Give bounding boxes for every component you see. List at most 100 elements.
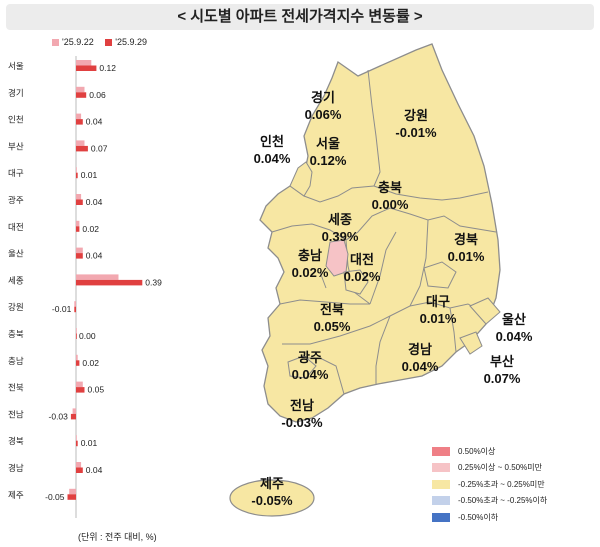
category-label: 인천 bbox=[8, 115, 24, 125]
data-label: 0.04 bbox=[86, 251, 103, 261]
map-region-value: 0.02% bbox=[292, 265, 329, 280]
bar-prev bbox=[76, 381, 83, 388]
data-label: 0.02 bbox=[82, 358, 99, 368]
category-label: 세종 bbox=[8, 275, 24, 285]
map-jeju bbox=[229, 479, 315, 517]
map-region-name: 강원 bbox=[404, 108, 428, 123]
legend-label-current: '25.9.29 bbox=[115, 37, 148, 47]
bar-current bbox=[76, 226, 80, 232]
bar-prev bbox=[76, 167, 77, 173]
map-region-value: 0.01% bbox=[420, 311, 457, 326]
bar-current bbox=[76, 119, 83, 125]
map-region-value: 0.04% bbox=[496, 329, 533, 344]
map-region-value: 0.04% bbox=[254, 151, 291, 166]
category-label: 충북 bbox=[8, 329, 24, 339]
map-region-value: 0.05% bbox=[314, 319, 351, 334]
bar-prev bbox=[76, 113, 82, 120]
category-label: 울산 bbox=[8, 249, 24, 259]
category-label: 대전 bbox=[8, 222, 24, 232]
map-legend-label: 0.25%이상 ~ 0.50%미만 bbox=[458, 463, 542, 473]
bar-prev bbox=[76, 220, 80, 227]
map-region-value: 0.06% bbox=[305, 107, 342, 122]
map-region-value: 0.04% bbox=[402, 359, 439, 374]
map-region-name: 서울 bbox=[316, 136, 340, 151]
bar-current bbox=[76, 253, 83, 259]
bar-prev bbox=[76, 354, 78, 361]
bar-current bbox=[76, 333, 77, 339]
map-region-name: 세종 bbox=[328, 212, 352, 227]
map-legend-swatch bbox=[432, 479, 450, 489]
map-region-value: -0.03% bbox=[281, 415, 323, 430]
legend-swatch-prev bbox=[52, 39, 59, 47]
map-region-value: 0.39% bbox=[322, 229, 359, 244]
page-title: < 시도별 아파트 전세가격지수 변동률 > bbox=[6, 4, 594, 30]
data-label: 0.02 bbox=[82, 224, 99, 234]
map-daegu bbox=[423, 261, 457, 289]
bar-current bbox=[67, 494, 76, 500]
korea-map: 경기 0.06% 강원 -0.01% 인천 0.04% 서울 0.12% 충북 0.00% 세종 0.… bbox=[229, 43, 533, 517]
map-daejeon bbox=[343, 269, 369, 295]
map-region-name: 전북 bbox=[320, 302, 344, 317]
map-legend-label: -0.50%초과 ~ -0.25%이하 bbox=[458, 496, 548, 506]
bar-prev bbox=[76, 435, 77, 441]
bar-prev bbox=[76, 140, 85, 146]
bar-current bbox=[76, 467, 83, 473]
map-legend-row: -0.50%초과 ~ -0.25%이하 bbox=[432, 493, 547, 510]
data-label: 0.01 bbox=[81, 170, 98, 180]
map-region-name: 경남 bbox=[408, 342, 432, 357]
legend-swatch-current bbox=[105, 39, 113, 47]
legend-item-prev: '25.9.22 bbox=[52, 37, 94, 47]
data-label: 0.12 bbox=[99, 63, 116, 73]
data-label: 0.04 bbox=[86, 197, 103, 207]
data-label: 0.07 bbox=[91, 143, 108, 153]
category-label: 광주 bbox=[8, 195, 24, 205]
bar-chart: 서울 0.12 경기 0.06 인천 0.04 부산 0.07 대구 0.01 광주 0.04 대전 0.… bbox=[8, 56, 162, 518]
map-legend-row: -0.50%이하 bbox=[432, 509, 547, 526]
data-label: -0.01 bbox=[52, 304, 72, 314]
bar-current bbox=[76, 172, 78, 179]
map-legend-row: -0.25%초과 ~ 0.25%미만 bbox=[432, 476, 547, 493]
map-region-value: 0.00% bbox=[372, 197, 409, 212]
data-label: 0.39 bbox=[145, 277, 162, 287]
category-label: 전남 bbox=[8, 409, 24, 419]
bar-prev bbox=[76, 86, 85, 93]
bar-prev bbox=[69, 488, 76, 495]
category-label: 전북 bbox=[8, 383, 24, 393]
map-region-value: 0.02% bbox=[344, 269, 381, 284]
bar-prev bbox=[76, 274, 119, 280]
legend-label-prev: '25.9.22 bbox=[62, 37, 94, 47]
bar-prev bbox=[76, 462, 82, 468]
bar-current bbox=[70, 413, 76, 420]
data-label: 0.05 bbox=[88, 385, 105, 395]
category-label: 충남 bbox=[8, 356, 24, 366]
map-region-value: 0.01% bbox=[448, 249, 485, 264]
map-busan bbox=[459, 331, 483, 355]
bar-legend: '25.9.22 '25.9.29 bbox=[52, 37, 156, 47]
data-label: 0.04 bbox=[86, 465, 103, 475]
map-legend-label: 0.50%이상 bbox=[458, 446, 496, 456]
bar-prev bbox=[72, 408, 76, 414]
map-region-name: 충남 bbox=[298, 248, 322, 263]
data-label: 0.06 bbox=[89, 90, 106, 100]
bar-current bbox=[74, 306, 76, 313]
map-legend: 0.50%이상 0.25%이상 ~ 0.50%미만 -0.25%초과 ~ 0.2… bbox=[432, 443, 547, 526]
bar-current bbox=[76, 279, 143, 286]
map-region-name: 경북 bbox=[454, 232, 478, 247]
map-incheon bbox=[289, 161, 313, 197]
map-legend-row: 0.50%이상 bbox=[432, 443, 547, 460]
map-legend-swatch bbox=[432, 496, 450, 506]
map-legend-swatch bbox=[432, 463, 450, 473]
bar-current bbox=[76, 65, 97, 71]
bar-prev bbox=[76, 247, 83, 254]
category-label: 대구 bbox=[8, 168, 24, 178]
category-label: 제주 bbox=[8, 490, 24, 500]
map-region-name: 대전 bbox=[350, 252, 374, 267]
map-labels: 경기 0.06% 강원 -0.01% 인천 0.04% 서울 0.12% 충북 0.00% 세종 0.… bbox=[251, 90, 532, 508]
map-region-value: -0.05% bbox=[251, 493, 293, 508]
map-region-name: 울산 bbox=[502, 312, 526, 327]
data-label: 0.00 bbox=[79, 331, 96, 341]
category-label: 경남 bbox=[8, 463, 24, 473]
map-legend-label: -0.25%초과 ~ 0.25%미만 bbox=[458, 479, 545, 489]
map-mainland bbox=[259, 43, 501, 423]
data-label: 0.01 bbox=[81, 438, 98, 448]
